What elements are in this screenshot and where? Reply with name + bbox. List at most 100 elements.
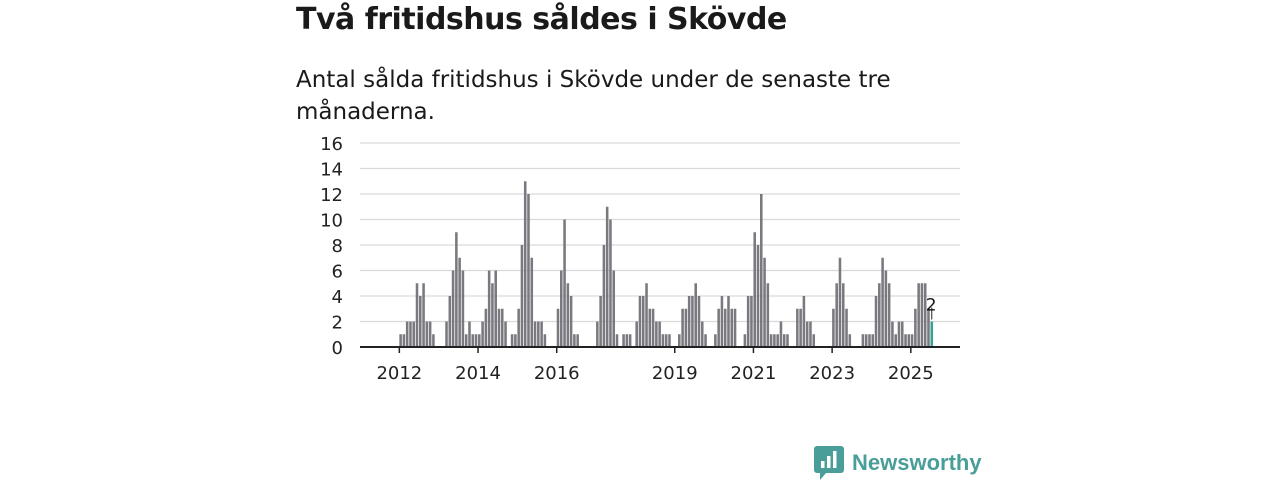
brand-logo: Newsworthy: [814, 446, 982, 480]
bar: [599, 296, 602, 347]
bar: [481, 321, 484, 347]
bar: [871, 334, 875, 347]
bar: [609, 219, 612, 347]
y-tick-label: 4: [332, 287, 343, 308]
bar: [714, 334, 717, 347]
bar: [494, 270, 497, 347]
y-tick-label: 16: [320, 134, 343, 155]
bar: [779, 321, 783, 347]
bar: [678, 334, 681, 347]
bar: [720, 296, 724, 347]
bar: [760, 194, 763, 347]
bar: [727, 296, 730, 347]
bar: [425, 321, 429, 347]
bar: [700, 321, 704, 347]
bar: [733, 308, 737, 347]
bar: [878, 283, 881, 347]
bar: [455, 232, 458, 347]
bar: [533, 321, 537, 347]
bar: [523, 181, 527, 347]
bar: [773, 334, 776, 347]
bar: [891, 321, 894, 347]
bar: [487, 270, 491, 347]
bar: [845, 308, 848, 347]
bar: [615, 334, 619, 347]
bar: [537, 321, 540, 347]
bar: [802, 296, 806, 347]
bar: [868, 334, 871, 347]
bars: [399, 181, 934, 347]
bar: [648, 308, 652, 347]
x-tick-label: 2021: [731, 363, 777, 384]
y-tick-label: 2: [332, 313, 343, 334]
bar: [419, 296, 422, 347]
bar: [405, 321, 409, 347]
y-tick-label: 6: [332, 262, 343, 283]
bar: [704, 334, 707, 347]
bar: [514, 334, 517, 347]
bar: [556, 308, 560, 347]
bar: [904, 334, 907, 347]
bar: [399, 334, 402, 347]
bar: [723, 308, 727, 347]
bar: [658, 321, 661, 347]
bar: [753, 232, 756, 347]
bar: [628, 334, 632, 347]
gridlines: [360, 142, 960, 323]
bar: [812, 334, 816, 347]
bar: [907, 334, 911, 347]
bar: [681, 308, 684, 347]
bar: [517, 308, 520, 347]
bar: [809, 321, 812, 347]
bar: [468, 321, 471, 347]
bar: [432, 334, 435, 347]
bar: [763, 257, 766, 347]
bar: [527, 194, 530, 347]
bar: [697, 296, 701, 347]
x-tick-label: 2023: [809, 363, 855, 384]
bar: [530, 257, 534, 347]
bar: [799, 308, 802, 347]
bar: [422, 283, 425, 347]
bar: [415, 283, 419, 347]
bar: [412, 321, 416, 347]
bar: [655, 321, 658, 347]
bar: [500, 308, 504, 347]
bar: [730, 308, 734, 347]
bar: [717, 308, 720, 347]
bar: [861, 334, 865, 347]
bar: [638, 296, 642, 347]
bar: [651, 308, 655, 347]
bar: [576, 334, 579, 347]
bar: [864, 334, 868, 347]
bar: [478, 334, 481, 347]
brand-name: Newsworthy: [852, 450, 982, 475]
bar: [510, 334, 514, 347]
bar: [805, 321, 809, 347]
y-tick-label: 10: [320, 211, 343, 232]
bar: [668, 334, 671, 347]
bar: [635, 321, 638, 347]
bar: [881, 257, 884, 347]
bar: [402, 334, 406, 347]
bar: [566, 283, 570, 347]
bar: [563, 219, 566, 347]
y-tick-label: 14: [320, 160, 343, 181]
bar: [520, 245, 524, 347]
bar: [769, 334, 773, 347]
bar: [796, 308, 799, 347]
bar: [625, 334, 629, 347]
bar: [694, 283, 697, 347]
bar: [464, 334, 468, 347]
bar: [782, 334, 786, 347]
bar: [484, 308, 488, 347]
bar: [596, 321, 599, 347]
bar: [914, 308, 917, 347]
bar: [605, 206, 609, 347]
bar: [776, 334, 779, 347]
annotation: 2: [926, 296, 937, 320]
bar: [786, 334, 789, 347]
x-tick-label: 2016: [534, 363, 580, 384]
bar: [664, 334, 668, 347]
